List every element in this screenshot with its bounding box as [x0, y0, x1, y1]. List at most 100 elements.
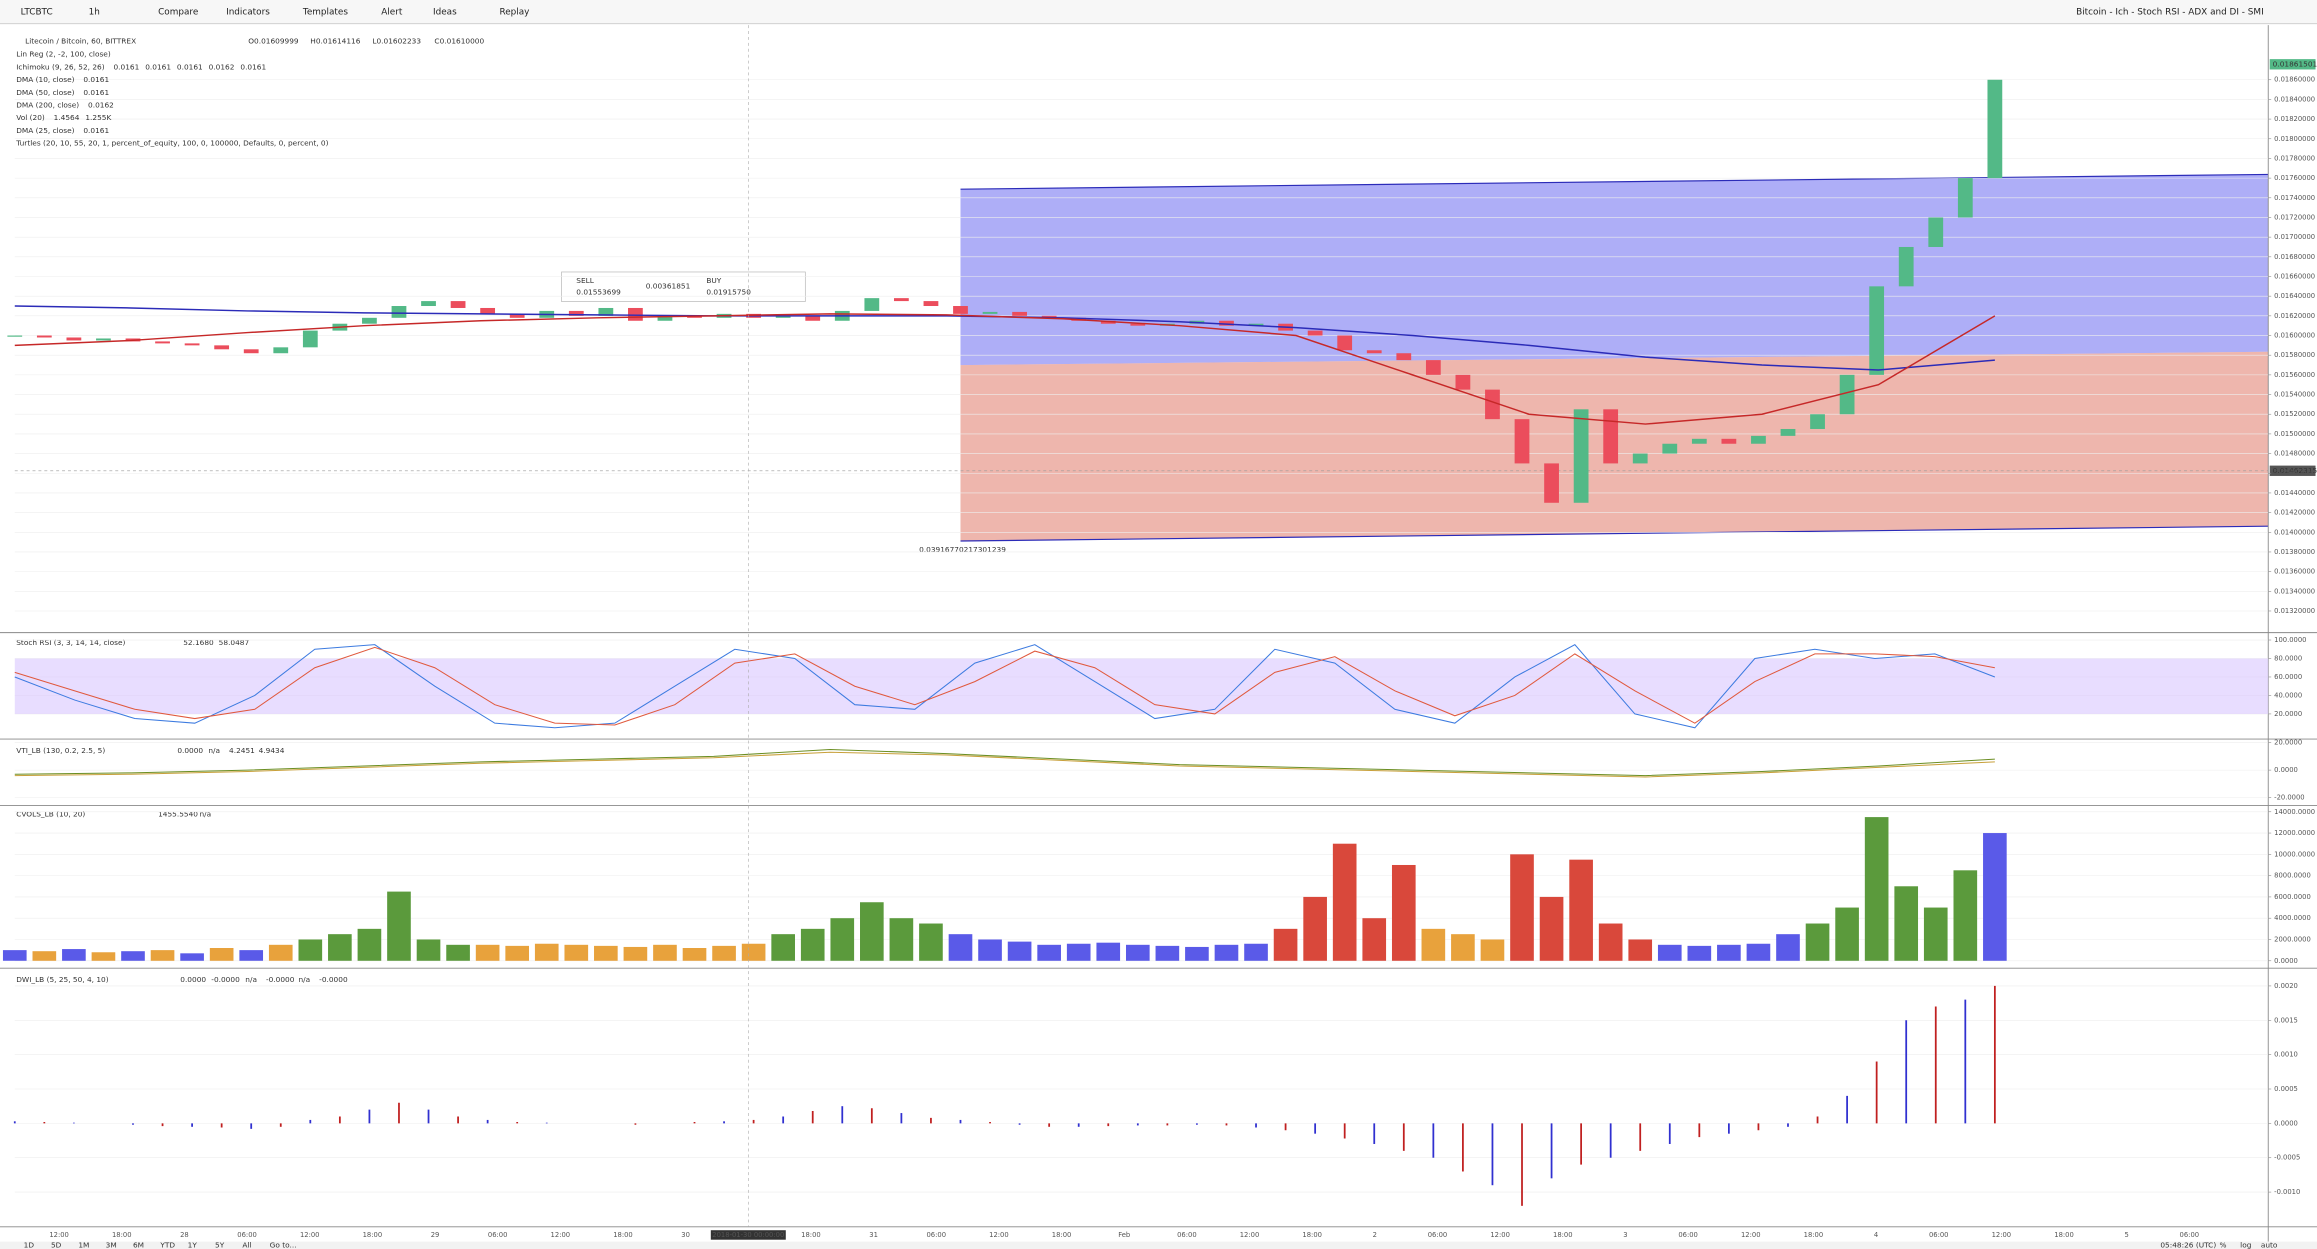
candle	[657, 315, 673, 321]
cvol-bar	[948, 934, 973, 961]
candle	[1100, 320, 1116, 324]
indicator-name: Ichimoku (9, 26, 52, 26)	[16, 62, 104, 71]
toolbar-button[interactable]: Compare	[158, 7, 198, 17]
candle	[1780, 428, 1796, 436]
toolbar-button[interactable]: Templates	[302, 7, 348, 17]
indicator-value: 0.0161	[83, 75, 109, 84]
pane-title: Stoch RSI (3, 3, 14, 14, close)	[16, 638, 125, 647]
scale-option[interactable]: auto	[2261, 1240, 2278, 1249]
range-button[interactable]: 1Y	[188, 1240, 198, 1249]
vti-line	[14, 751, 1995, 778]
indicator-name: Vol (20)	[16, 113, 45, 122]
y-tick-label: 0.01780000	[2274, 154, 2315, 162]
range-button[interactable]: YTD	[159, 1240, 175, 1249]
range-button[interactable]: 3M	[106, 1240, 117, 1249]
candle	[1662, 443, 1678, 454]
cvol-bar	[1687, 945, 1712, 961]
indicator-name: DMA (200, close)	[16, 101, 79, 110]
indicator-value: 1.4564	[54, 113, 80, 122]
crosshair-time	[710, 1230, 786, 1240]
x-tick-label: 12:00	[1240, 1231, 1260, 1239]
cvol-bar	[91, 952, 116, 961]
candle	[893, 298, 909, 302]
x-tick-label: 30	[681, 1231, 690, 1239]
ohlc: O0.01609999	[248, 36, 299, 45]
y-tick-label: 0.01700000	[2274, 233, 2315, 241]
y-tick-label: 0.01600000	[2274, 332, 2315, 340]
candle	[243, 349, 259, 354]
range-button[interactable]: 5Y	[215, 1240, 225, 1249]
x-tick-label: 31	[869, 1231, 878, 1239]
toolbar	[0, 0, 2317, 24]
x-tick-label: 12:00	[49, 1231, 69, 1239]
indicator-value: 1.255K	[85, 113, 111, 122]
indicator-value: 0.0161	[177, 62, 203, 71]
cvol-bar	[1273, 928, 1298, 961]
y-tick-label: 0.01640000	[2274, 292, 2315, 300]
y-tick-label: 20.0000	[2274, 710, 2302, 718]
cvol-bar	[446, 944, 470, 961]
cvol-bar	[860, 902, 884, 961]
layout-name[interactable]: Bitcoin - Ich - Stoch RSI - ADX and DI -…	[2076, 7, 2264, 17]
toolbar-button[interactable]: Replay	[499, 7, 529, 17]
candle	[1012, 311, 1027, 316]
cvol-bar	[505, 945, 530, 961]
indicator-value: 0.0161	[145, 62, 171, 71]
candle	[1898, 246, 1914, 287]
y-tick-label: 0.01840000	[2274, 95, 2315, 103]
toolbar-button[interactable]: Indicators	[226, 7, 270, 17]
range-button[interactable]: All	[242, 1240, 251, 1249]
candle	[302, 330, 318, 348]
y-tick-label: -0.0005	[2274, 1154, 2300, 1162]
x-tick-label: 06:00	[1929, 1231, 1949, 1239]
cvol-bar	[475, 944, 500, 961]
x-tick-label: 18:00	[1553, 1231, 1573, 1239]
candle	[450, 301, 466, 308]
candle	[36, 335, 52, 338]
range-button[interactable]: 1M	[78, 1240, 89, 1249]
candle	[1396, 353, 1412, 361]
cvol-bar	[1894, 886, 1919, 961]
candle	[7, 335, 23, 337]
y-tick-label: 20.0000	[2274, 739, 2302, 747]
y-tick-label: 0.01860000	[2274, 76, 2315, 84]
x-tick-label: 06:00	[1678, 1231, 1698, 1239]
buy-label[interactable]: BUY	[706, 276, 721, 285]
cvol-bar	[889, 918, 914, 961]
y-tick-label: 0.0010	[2274, 1051, 2298, 1059]
y-tick-label: 0.01480000	[2274, 450, 2315, 458]
cvol-bar	[2, 950, 27, 961]
candle	[598, 307, 614, 316]
candle	[1751, 435, 1766, 444]
buy-price[interactable]: 0.01915750	[706, 288, 751, 297]
toolbar-button[interactable]: Alert	[381, 7, 403, 17]
y-tick-label: 60.0000	[2274, 673, 2302, 681]
cvol-bar	[62, 949, 86, 961]
scale-option[interactable]: %	[2219, 1240, 2226, 1249]
indicator-value: 0.0161	[240, 62, 266, 71]
x-tick-label: 5	[2125, 1231, 2129, 1239]
cvol-bar	[357, 928, 382, 961]
y-tick-label: 0.01340000	[2274, 587, 2315, 595]
pane-title: DWI_LB (5, 25, 50, 4, 10)	[16, 975, 109, 984]
sell-label[interactable]: SELL	[576, 276, 594, 285]
cvol-bar	[919, 923, 943, 961]
candle	[1839, 374, 1855, 415]
x-tick-label: 12:00	[1992, 1231, 2012, 1239]
sell-price[interactable]: 0.01553699	[576, 288, 621, 297]
symbol[interactable]: LTCBTC	[21, 7, 53, 17]
range-button[interactable]: 5D	[51, 1240, 62, 1249]
interval[interactable]: 1h	[89, 7, 100, 17]
range-button[interactable]: Go to...	[270, 1240, 297, 1249]
toolbar-button[interactable]: Ideas	[433, 7, 457, 17]
cvol-bar	[653, 944, 677, 961]
trade-box[interactable]	[561, 271, 806, 302]
cvol-bar	[800, 928, 825, 961]
range-button[interactable]: 1D	[24, 1240, 35, 1249]
pane-value: 0.0000	[180, 975, 206, 984]
candle	[1041, 315, 1057, 318]
channel-line	[960, 525, 2269, 542]
range-button[interactable]: 6M	[133, 1240, 144, 1249]
scale-option[interactable]: log	[2240, 1240, 2252, 1249]
y-tick-label: 0.01720000	[2274, 213, 2315, 221]
